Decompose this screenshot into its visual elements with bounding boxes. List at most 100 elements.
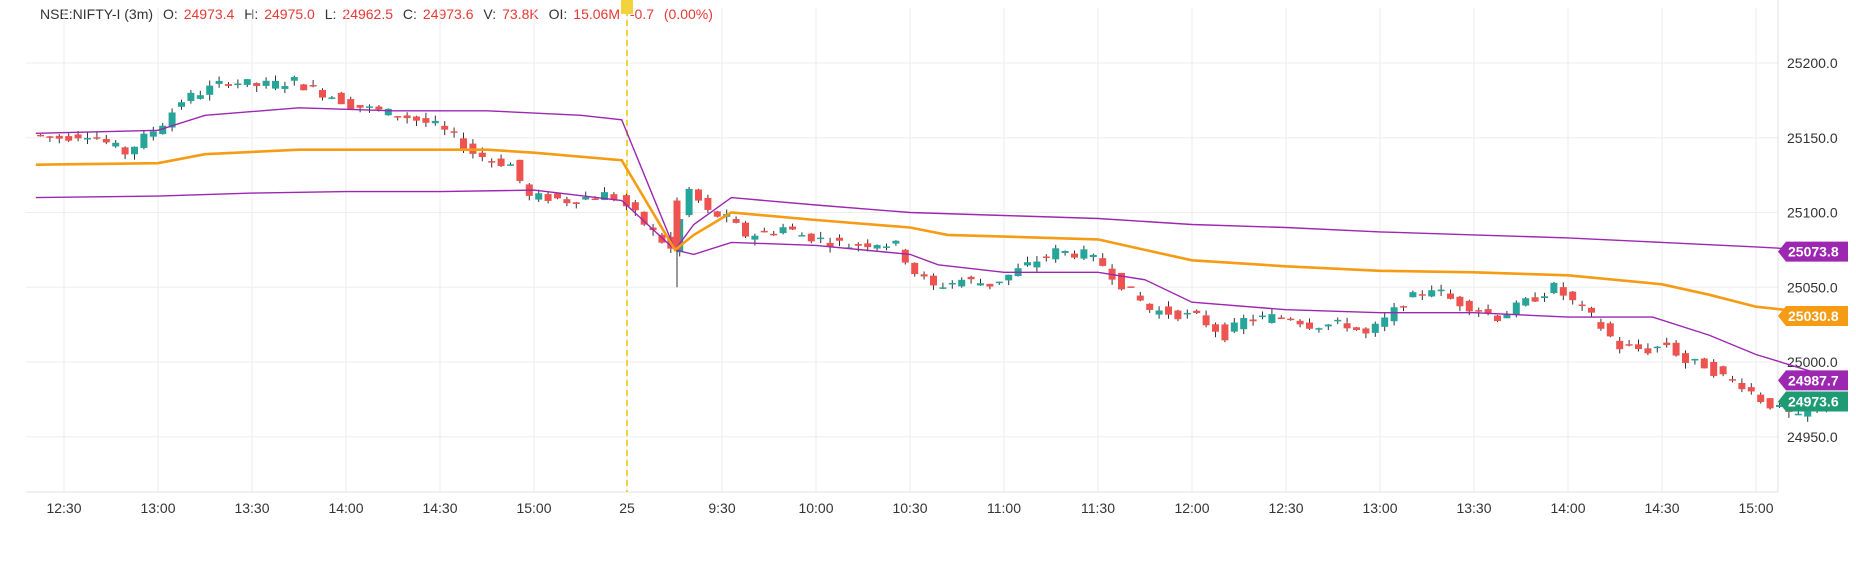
candle-body	[1371, 323, 1379, 333]
candle-body	[704, 197, 712, 210]
close-label: C:	[402, 6, 417, 22]
candle-body	[272, 80, 279, 89]
candle-body	[1541, 296, 1548, 299]
candle-body	[1616, 340, 1624, 350]
lower-band-line	[35, 189, 1841, 382]
candle-body	[1240, 318, 1248, 330]
candle-body	[206, 85, 214, 95]
x-tick-label: 14:30	[422, 500, 457, 516]
candle-body	[986, 283, 994, 287]
candle-body	[507, 164, 514, 166]
candle-body	[610, 194, 618, 200]
candle-body	[873, 245, 881, 249]
x-tick-label: 12:30	[1268, 500, 1303, 516]
candle-body	[601, 192, 608, 200]
candle-body	[1221, 324, 1229, 341]
candle-body	[582, 196, 590, 200]
candle-body	[742, 222, 749, 237]
candle-body	[102, 138, 110, 143]
high-label: H:	[244, 6, 259, 22]
candle-body	[1606, 323, 1614, 337]
candle-body	[1183, 312, 1191, 315]
candle-body	[1710, 361, 1718, 376]
candle-body	[826, 242, 834, 247]
candle-body	[1757, 394, 1765, 403]
candle-body	[131, 146, 138, 155]
candle-body	[1484, 309, 1492, 314]
candle-body	[1155, 310, 1163, 315]
candle-body	[892, 240, 900, 244]
x-tick-label: 12:00	[1174, 500, 1209, 516]
candle-body	[1738, 382, 1746, 390]
x-tick-label: 9:30	[708, 500, 735, 516]
candle-body	[1766, 398, 1774, 409]
oi-label: OI:	[548, 6, 568, 22]
candle-body	[1362, 328, 1370, 334]
candle-body	[1042, 256, 1050, 258]
candle-body	[544, 194, 552, 201]
candle-body	[1635, 344, 1642, 349]
candle-body	[751, 235, 759, 240]
candle-body	[591, 198, 599, 201]
candle-body	[854, 244, 862, 246]
candle-body	[253, 83, 261, 87]
svg-text:25073.8: 25073.8	[1788, 244, 1839, 260]
candle-body	[168, 112, 176, 128]
candle-body	[234, 83, 242, 86]
candle-body	[431, 120, 439, 124]
candle-body	[695, 189, 702, 201]
candle-body	[290, 77, 298, 81]
candle-body	[394, 116, 402, 118]
x-tick-label: 13:00	[1362, 500, 1397, 516]
candle-body	[1136, 295, 1144, 301]
candle-body	[347, 99, 355, 110]
candle-body	[713, 211, 721, 217]
candle-body	[1578, 304, 1586, 307]
candle-body	[640, 211, 648, 225]
candle-body	[84, 137, 91, 140]
candle-body	[93, 137, 101, 139]
candle-body	[1174, 310, 1182, 320]
y-tick-label: 25100.0	[1787, 205, 1838, 221]
candle-body	[1794, 413, 1802, 416]
candle-body	[1080, 249, 1088, 259]
candle-body	[441, 125, 449, 130]
vwap-price-tag: 25030.8	[1778, 305, 1848, 326]
x-tick-label: 10:00	[798, 500, 833, 516]
candle-body	[1315, 328, 1323, 330]
low-value: 24962.5	[342, 6, 394, 22]
candle-body	[1268, 314, 1276, 323]
y-tick-label: 24950.0	[1787, 429, 1838, 445]
candle-body	[337, 92, 345, 105]
candle-body	[1118, 272, 1125, 290]
x-tick-label: 12:30	[46, 500, 81, 516]
candle-body	[883, 246, 890, 248]
candle-body	[1390, 307, 1398, 322]
candle-body	[1334, 319, 1342, 322]
candle-body	[356, 105, 364, 108]
candle-body	[817, 237, 825, 240]
candle-body	[413, 116, 420, 121]
candle-body	[1729, 379, 1736, 381]
candle-body	[798, 235, 806, 237]
candle-body	[1353, 327, 1360, 331]
candle-body	[328, 97, 336, 99]
candle-body	[920, 274, 928, 277]
candle-body	[1776, 405, 1783, 407]
candle-body	[196, 95, 204, 99]
ohlc-legend: NSE:NIFTY-I (3m) O: 24973.4 H: 24975.0 L: 2…	[40, 6, 719, 22]
candle-body	[366, 106, 373, 108]
candle-body	[779, 227, 787, 234]
candle-body	[55, 135, 63, 139]
candle-body	[215, 80, 223, 84]
candle-body	[1588, 307, 1595, 313]
candle-body	[836, 237, 843, 241]
candle-body	[1212, 324, 1219, 332]
candle-body	[1804, 411, 1812, 417]
candle-body	[1127, 286, 1135, 288]
svg-text:24987.7: 24987.7	[1788, 372, 1839, 388]
candle-body	[1494, 315, 1501, 322]
candle-body	[1719, 366, 1727, 375]
